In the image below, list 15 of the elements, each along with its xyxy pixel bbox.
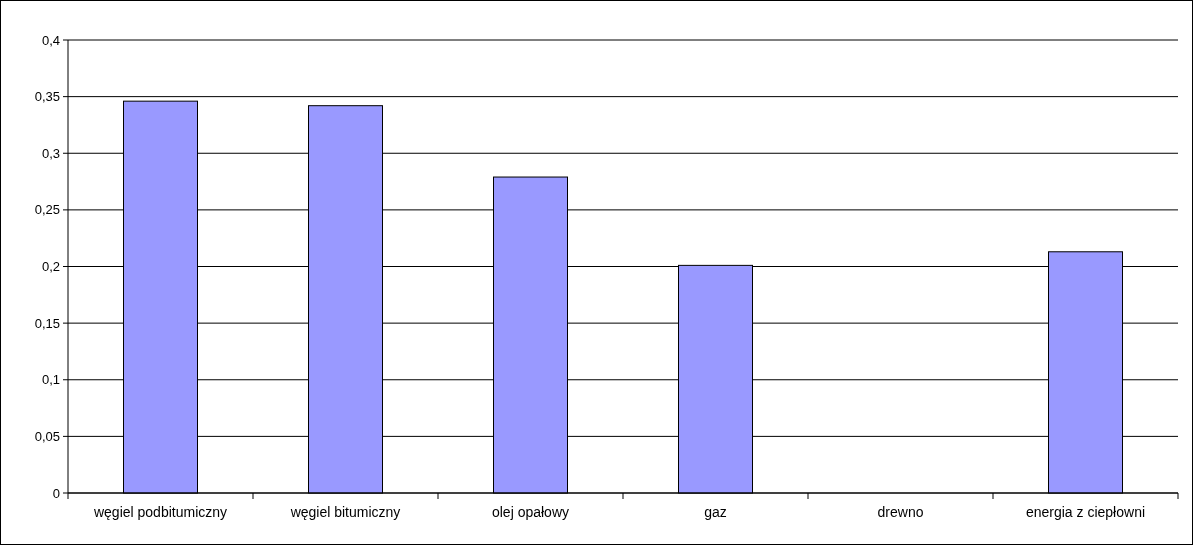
- x-tick-label: gaz: [704, 504, 727, 520]
- y-tick-label: 0: [52, 485, 60, 501]
- y-tick-label: 0,3: [41, 145, 60, 161]
- x-tick-label: węgiel bitumiczny: [289, 504, 401, 520]
- y-tick-label: 0,2: [41, 259, 60, 275]
- y-tick-label: 0,25: [34, 202, 60, 218]
- y-tick-label: 0,35: [34, 89, 60, 105]
- y-tick-label: 0,4: [41, 32, 60, 48]
- x-tick-label: olej opałowy: [491, 504, 570, 520]
- x-tick-label: węgiel podbitumiczny: [92, 504, 228, 520]
- y-tick-label: 0,1: [41, 372, 60, 388]
- y-tick-label: 0,15: [34, 315, 60, 331]
- x-tick-label: energia z ciepłowni: [1025, 504, 1146, 520]
- x-tick-label: drewno: [877, 504, 924, 520]
- y-tick-label: 0,05: [34, 428, 60, 444]
